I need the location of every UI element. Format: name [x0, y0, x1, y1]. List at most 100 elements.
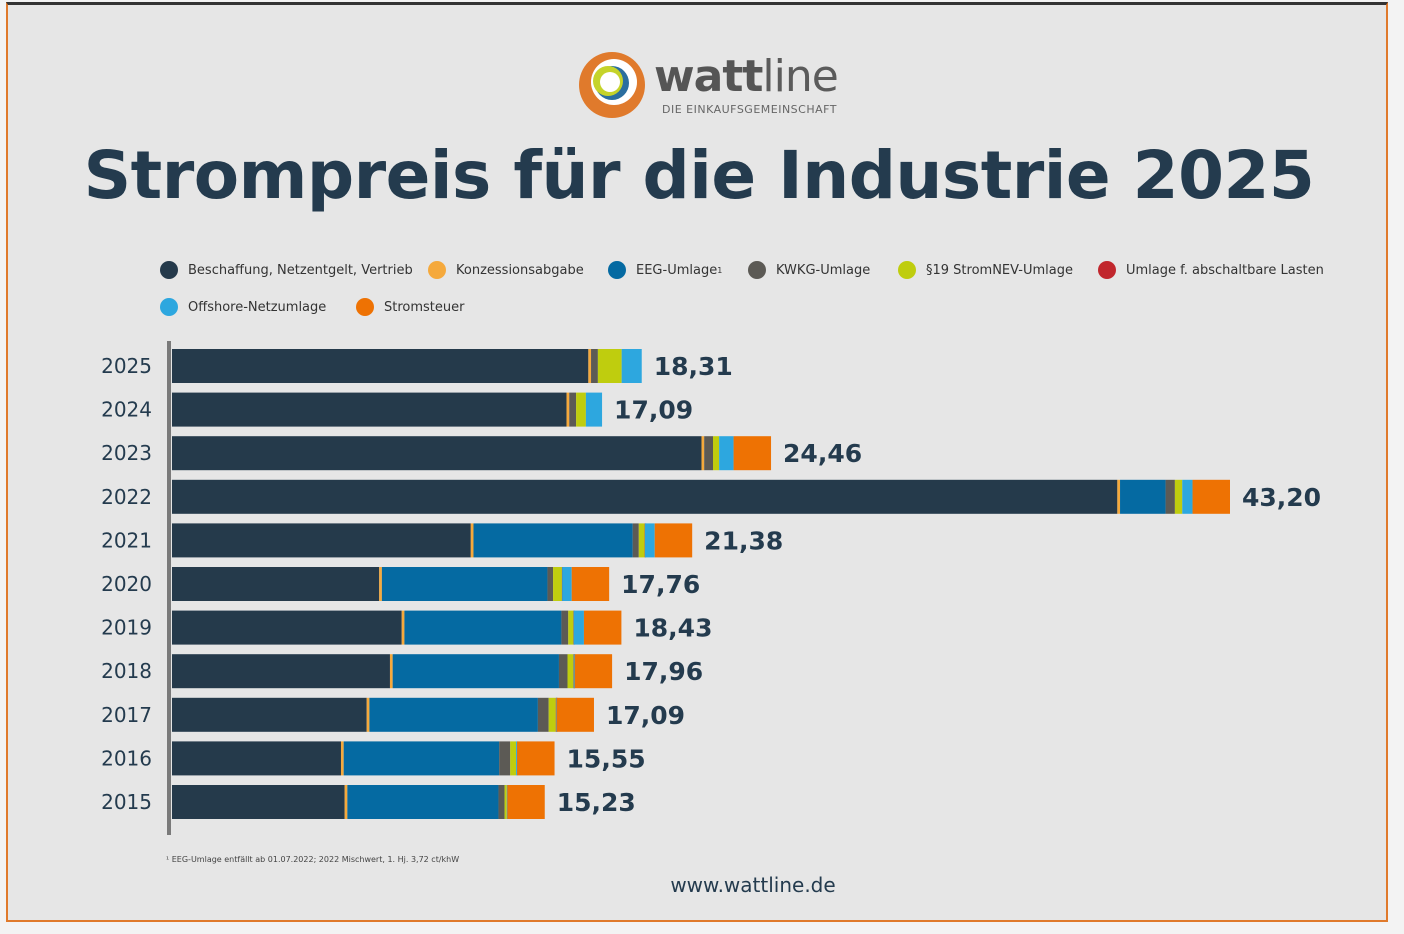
wattline-logo-icon: [579, 52, 645, 118]
bar-row-2017: 2017 17,09: [101, 697, 685, 732]
legend-dot: [1098, 261, 1116, 279]
bar-segment: [733, 436, 772, 471]
bar-segment: [470, 523, 474, 558]
bar-segment: [381, 567, 548, 601]
bar-segment: [701, 436, 705, 471]
legend-item-konzessionsabgabe: Konzessionsabgabe: [428, 261, 584, 279]
bar-row-2024: 2024 17,09: [101, 392, 693, 427]
bar-segment: [569, 392, 577, 427]
bar-segment: [713, 436, 720, 471]
bar-segment: [498, 785, 505, 819]
bar-row-2025: 2025 18,31: [101, 349, 733, 383]
legend-dot: [356, 298, 374, 316]
bar-segment: [553, 567, 562, 601]
bar-segment: [344, 785, 348, 819]
y-tick-label: 2018: [101, 659, 152, 683]
bar-segment: [588, 349, 592, 383]
legend-item-beschaffung: Beschaffung, Netzentgelt, Vertrieb: [160, 261, 413, 279]
bar-segment: [172, 697, 367, 732]
bar-segment: [558, 654, 568, 689]
bar-segment: [576, 392, 586, 427]
total-value-label: 43,20: [1242, 483, 1321, 512]
bar-segment: [561, 610, 569, 645]
bar-row-2020: 2020 17,76: [101, 567, 700, 601]
y-tick-label: 2023: [101, 441, 152, 465]
bar-segment: [401, 610, 405, 645]
total-value-label: 17,96: [624, 657, 703, 686]
y-tick-label: 2017: [101, 703, 152, 727]
total-value-label: 24,46: [783, 439, 862, 468]
bar-segment: [504, 785, 507, 819]
bar-row-2021: 2021 21,38: [101, 523, 783, 558]
bar-segment: [340, 741, 344, 776]
bar-segment: [1117, 479, 1121, 514]
bar-segment: [719, 436, 734, 471]
y-tick-label: 2024: [101, 398, 152, 422]
bar-row-2022: 2022 43,20: [101, 479, 1321, 514]
y-tick-label: 2021: [101, 528, 152, 552]
legend-dot: [428, 261, 446, 279]
legend-footnote-marker: 1: [717, 265, 723, 275]
website-url[interactable]: www.wattline.de: [670, 873, 836, 897]
legend-label: Beschaffung, Netzentgelt, Vertrieb: [188, 262, 413, 278]
bar-segment: [379, 567, 382, 601]
bar-segment: [1182, 479, 1193, 514]
bar-segment: [1120, 479, 1166, 514]
stacked-bar-chart: 2025 18,31 2024 17,09 2023 24,46 2022 43,20 2021…: [101, 341, 1321, 835]
wattline-logo: wattline DIE EINKAUFSGEMEINSCHAFT: [576, 49, 866, 123]
bar-segment: [172, 785, 345, 819]
bar-segment: [567, 654, 574, 689]
legend-label: KWKG-Umlage: [776, 262, 871, 278]
total-value-label: 17,76: [621, 570, 700, 599]
legend-label: §19 StromNEV-Umlage: [926, 262, 1073, 278]
y-tick-label: 2020: [101, 572, 152, 596]
bar-row-2023: 2023 24,46: [101, 436, 862, 471]
bar-segment: [562, 567, 572, 601]
legend-dot: [898, 261, 916, 279]
bar-segment: [632, 523, 639, 558]
bar-segment: [516, 741, 518, 776]
bar-row-2019: 2019 18,43: [101, 610, 712, 645]
total-value-label: 18,31: [654, 352, 733, 381]
bar-segment: [583, 610, 622, 645]
bar-segment: [172, 654, 390, 689]
bar-segment: [389, 654, 393, 689]
bar-segment: [573, 610, 584, 645]
bar-segment: [172, 479, 1118, 514]
legend-label: Offshore-Netzumlage: [188, 299, 327, 315]
total-value-label: 18,43: [633, 614, 712, 643]
bar-segment: [547, 567, 554, 601]
legend-item-offshore-netzumlage: Offshore-Netzumlage: [160, 298, 326, 316]
legend-item-abschaltbare-lasten: Umlage f. abschaltbare Lasten: [1098, 261, 1324, 279]
bar-row-2016: 2016 15,55: [101, 741, 646, 776]
bar-segment: [537, 697, 549, 732]
y-tick-label: 2015: [101, 790, 152, 814]
legend-dot: [608, 261, 626, 279]
bar-segment: [404, 610, 562, 645]
bar-segment: [574, 654, 613, 689]
bar-segment: [591, 349, 598, 383]
logo-tagline: DIE EINKAUFSGEMEINSCHAFT: [662, 103, 837, 116]
bar-segment: [548, 697, 556, 732]
bar-segment: [585, 392, 603, 427]
bar-segment: [654, 523, 693, 558]
bar-segment: [571, 567, 610, 601]
bar-segment: [638, 523, 645, 558]
legend-dot: [160, 261, 178, 279]
legend-dot: [160, 298, 178, 316]
chart-title: Strompreis für die Industrie 2025: [83, 137, 1315, 214]
legend-label: Stromsteuer: [384, 299, 465, 315]
bar-segment: [621, 349, 642, 383]
bar-segment: [172, 610, 402, 645]
bar-row-2018: 2018 17,96: [101, 654, 703, 689]
bar-segment: [568, 610, 574, 645]
bar-segment: [1165, 479, 1175, 514]
bar-row-2015: 2015 15,23: [101, 785, 636, 819]
bar-segment: [473, 523, 633, 558]
legend-item-stromnev-umlage: §19 StromNEV-Umlage: [898, 261, 1073, 279]
bar-segment: [172, 436, 702, 471]
legend-item-eeg-umlage: EEG-Umlage 1: [608, 261, 722, 279]
legend-item-kwkg-umlage: KWKG-Umlage: [748, 261, 870, 279]
total-value-label: 15,55: [567, 744, 646, 773]
legend-label: Konzessionsabgabe: [456, 262, 584, 278]
